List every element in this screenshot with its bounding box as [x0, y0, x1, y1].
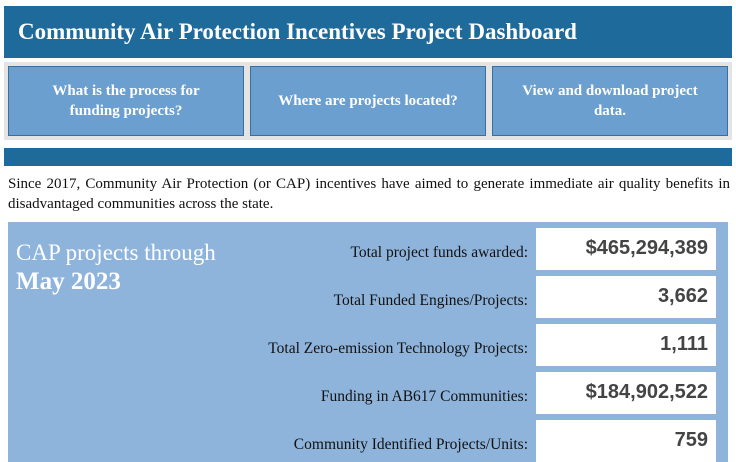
- stat-value: 1,111: [536, 324, 716, 366]
- nav-button[interactable]: What is the process for funding projects…: [8, 66, 244, 136]
- stat-value: 759: [536, 420, 716, 462]
- stat-value: $184,902,522: [536, 372, 716, 414]
- nav-button[interactable]: View and download project data.: [492, 66, 728, 136]
- stats-panel: CAP projects through May 2023 Total proj…: [8, 222, 728, 462]
- panel-date: May 2023: [16, 268, 121, 295]
- intro-text: Since 2017, Community Air Protection (or…: [8, 176, 730, 212]
- header-title: Community Air Protection Incentives Proj…: [4, 6, 732, 58]
- panel-heading: CAP projects through: [16, 240, 216, 265]
- stat-label: Total Zero-emission Technology Projects:: [268, 340, 528, 357]
- stat-label: Total project funds awarded:: [350, 244, 528, 261]
- divider-bar: [4, 148, 732, 166]
- stat-label: Total Funded Engines/Projects:: [333, 292, 528, 309]
- stat-value: 3,662: [536, 276, 716, 318]
- stat-label: Community Identified Projects/Units:: [293, 436, 528, 453]
- stat-value: $465,294,389: [536, 228, 716, 270]
- nav-button[interactable]: Where are projects located?: [250, 66, 486, 136]
- stat-label: Funding in AB617 Communities:: [320, 388, 528, 405]
- nav-row: What is the process for funding projects…: [4, 62, 732, 140]
